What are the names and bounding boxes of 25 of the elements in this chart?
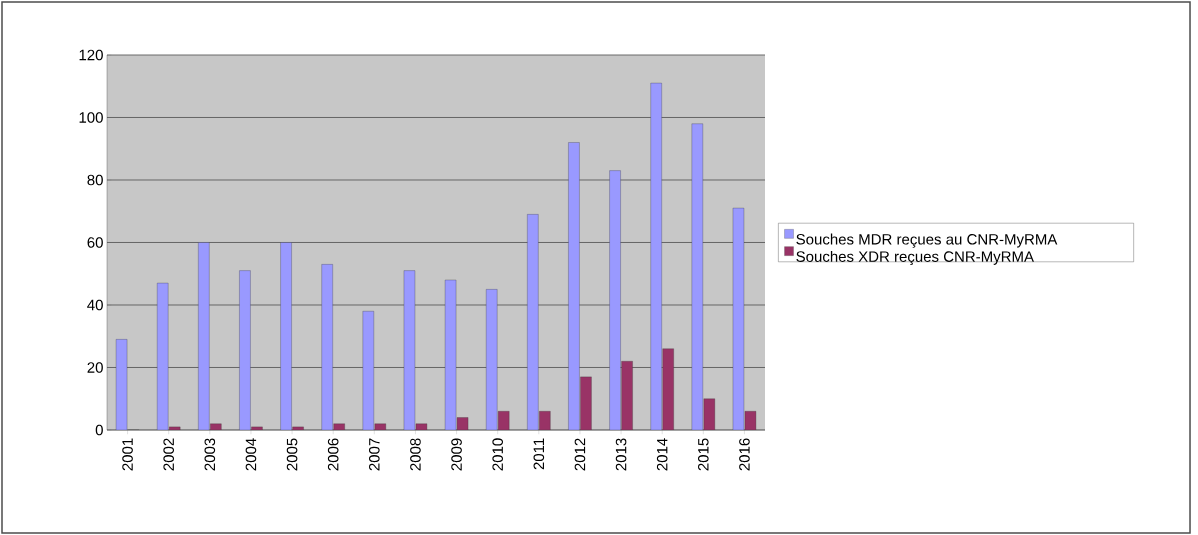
x-tick-label: 2016: [739, 438, 750, 471]
y-tick-label: 100: [79, 112, 103, 123]
x-tick-label: 2003: [204, 438, 216, 471]
x-tick-label: 2007: [369, 438, 380, 471]
x-tick-label: 2011: [533, 438, 545, 470]
y-tick-label: 20: [87, 362, 103, 373]
x-tick-label: 2012: [574, 438, 586, 471]
y-tick-label: 40: [87, 299, 103, 311]
y-tick-label: 120: [79, 49, 103, 61]
x-tick-label: 2015: [698, 438, 709, 471]
x-tick-label: 2008: [410, 438, 421, 471]
x-tick-label: 2013: [615, 438, 627, 471]
legend-label: Souches XDR reçues CNR-MyRMA: [796, 250, 1034, 265]
y-tick-label: 0: [95, 424, 103, 436]
x-tick-label: 2005: [286, 438, 298, 471]
x-tick-label: 2002: [163, 438, 174, 471]
y-tick-label: 60: [87, 237, 103, 248]
x-tick-label: 2006: [327, 438, 339, 471]
x-tick-label: 2009: [451, 438, 462, 471]
x-tick-label: 2001: [122, 438, 133, 471]
x-tick-label: 2010: [492, 438, 503, 471]
x-tick-label: 2004: [245, 438, 257, 471]
y-tick-label: 80: [87, 174, 103, 186]
legend-label: Souches MDR reçues au CNR-MyRMA: [796, 233, 1058, 248]
x-tick-label: 2014: [656, 438, 668, 471]
